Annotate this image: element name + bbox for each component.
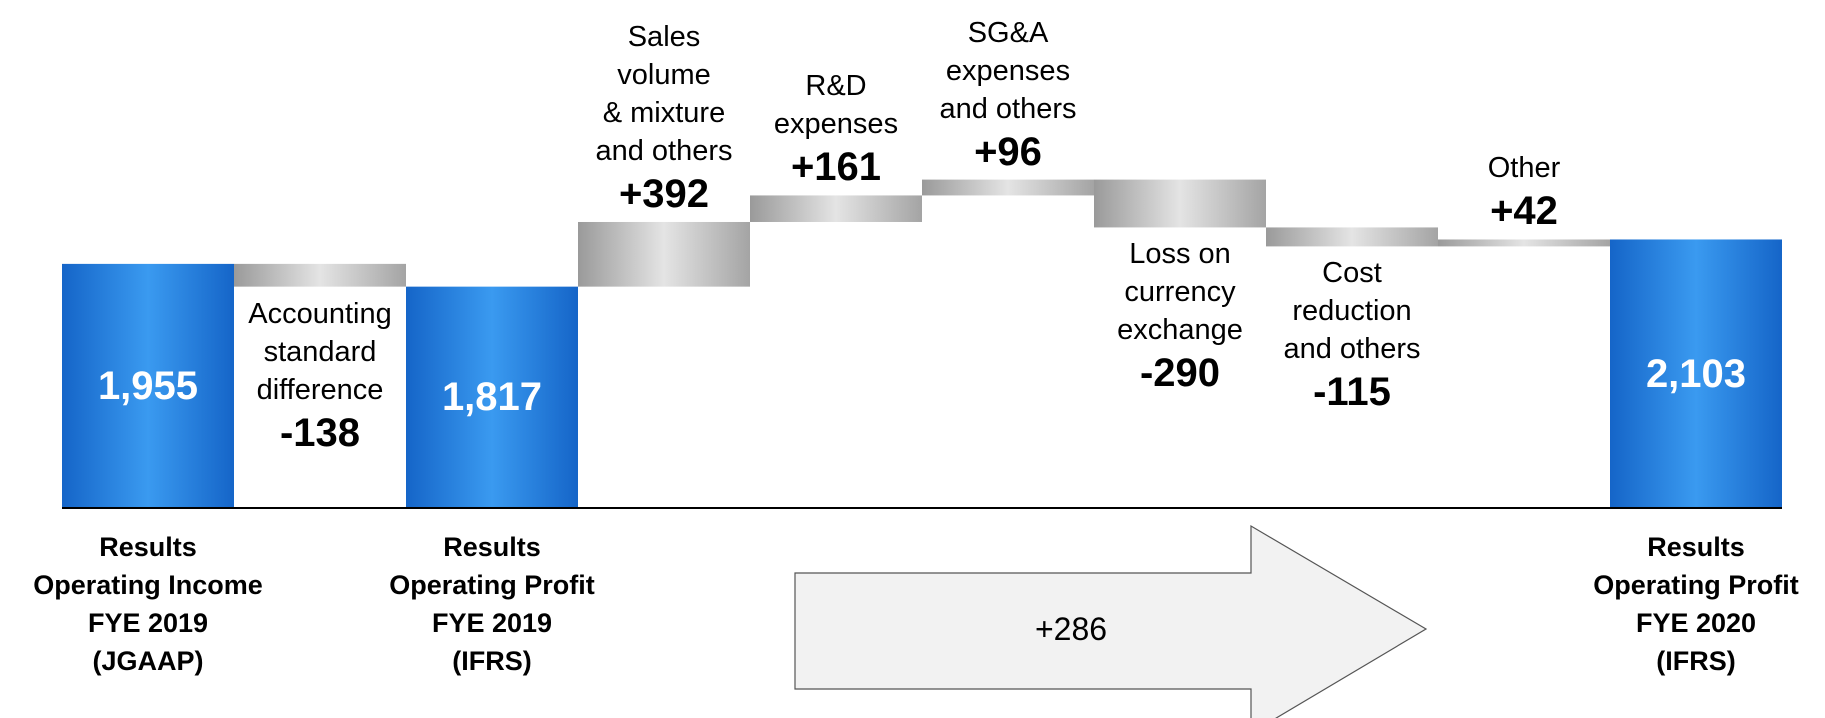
annotation: +286 <box>1035 611 1107 647</box>
value-label: -115 <box>1313 370 1391 415</box>
value-label: 1,955 <box>97 363 199 408</box>
category-label: Sales volume & mixture and others <box>595 21 733 167</box>
step-bar <box>1094 179 1266 228</box>
value-label: -290 <box>1139 351 1221 396</box>
step-label: Accounting standard difference -138 <box>234 295 406 457</box>
step-bar <box>1438 239 1610 247</box>
value-label: +392 <box>618 172 710 216</box>
category-label: Results Operating Profit FYE 2019 (IFRS) <box>389 532 595 676</box>
step-label: R&D expenses +161 <box>750 67 922 191</box>
step-bar <box>578 221 750 287</box>
step-label: SG&A expenses and others +96 <box>922 14 1094 176</box>
value-label: +161 <box>790 145 882 190</box>
total-bar <box>406 286 578 508</box>
step-label: Cost reduction and others -115 <box>1266 254 1438 416</box>
value-label: +42 <box>1490 189 1558 234</box>
step-label: Other +42 <box>1438 149 1610 235</box>
step-label: Loss on currency exchange -290 <box>1094 235 1266 397</box>
value-label: -138 <box>279 410 361 455</box>
total-bar <box>62 263 234 508</box>
value-label: 1,817 <box>441 375 543 420</box>
value-label: 2,103 <box>1645 351 1747 396</box>
value-label: +96 <box>974 129 1042 174</box>
step-bar <box>234 263 406 287</box>
step-bar <box>922 179 1094 196</box>
step-label: Sales volume & mixture and others +392 <box>578 18 750 218</box>
category-label: Accounting standard difference <box>248 297 392 406</box>
category-label: R&D expenses <box>773 70 899 141</box>
category-label: Cost reduction and others <box>1283 257 1421 366</box>
category-label: Loss on currency exchange <box>1117 238 1243 347</box>
total-bar <box>1610 239 1782 508</box>
step-bar <box>750 195 922 222</box>
category-label: Results Operating Income FYE 2019 (JGAAP… <box>33 532 263 676</box>
category-label: Results Operating Profit FYE 2020 (IFRS) <box>1593 532 1799 676</box>
step-bar <box>1266 227 1438 247</box>
category-label: SG&A expenses and others <box>939 16 1077 125</box>
arrow <box>794 524 1428 718</box>
category-label: Other <box>1487 152 1561 185</box>
